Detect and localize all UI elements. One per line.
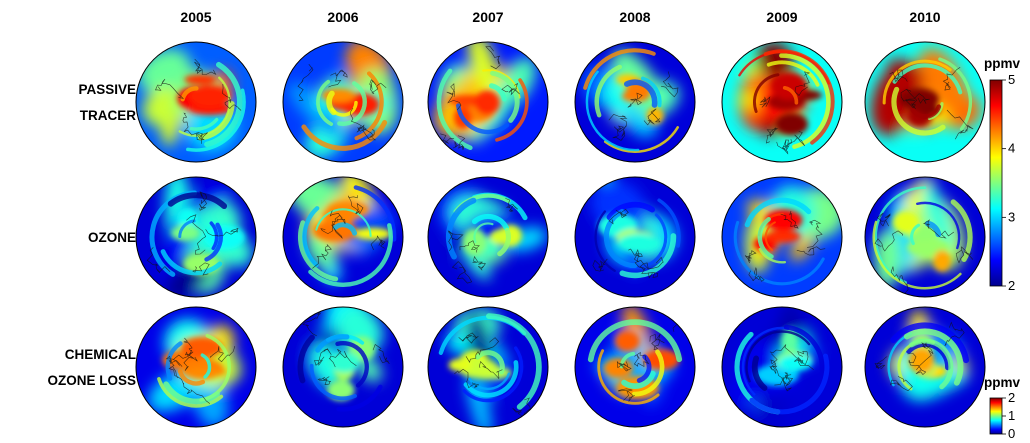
polar-map-2009-row-3 [722,307,842,427]
colorbar-unit: ppmv [984,56,1020,71]
polar-map-2009-row-1 [722,42,842,162]
colorbar-tick-label: 2 [1008,390,1015,405]
map-border [574,306,696,428]
colorbar-tick-label: 2 [1008,278,1015,293]
polar-map-2008-row-3 [575,307,695,427]
row-label-0-line-1: TRACER [80,108,136,123]
polar-map-2007-row-1 [428,42,548,162]
polar-map-2008-row-1 [575,42,695,162]
polar-map-2007-row-2 [428,177,548,297]
polar-map-2009-row-2 [722,177,842,297]
polar-map-2010-row-2 [865,177,985,297]
colorbar-gradient [989,79,1003,287]
row-labels: PASSIVE TRACER OZONE CHEMICAL OZONE LOSS [47,82,136,388]
map-border [574,176,696,298]
polar-map-2006-row-3 [283,307,403,427]
year-label-2009: 2009 [766,9,797,25]
map-border [864,41,986,163]
colorbar-tick-label: 1 [1008,408,1015,423]
map-border [721,41,843,163]
map-border [282,41,404,163]
map-border [427,41,549,163]
year-label-2008: 2008 [619,9,650,25]
map-border [427,306,549,428]
year-label-2007: 2007 [472,9,503,25]
row-label-2-line-1: OZONE LOSS [47,373,136,388]
colorbar-gradient [989,397,1003,435]
colorbar-tick-label: 5 [1008,72,1015,87]
map-border [864,306,986,428]
map-border [721,176,843,298]
colorbar-tick-label: 4 [1008,141,1015,156]
map-border [864,176,986,298]
colorbar-tick-label: 0 [1008,426,1015,441]
polar-map-2005-row-3 [136,307,256,427]
polar-map-2005-row-1 [136,42,256,162]
colorbar-unit: ppmv [984,375,1020,390]
map-border [574,41,696,163]
map-border [135,306,257,428]
map-border [427,176,549,298]
polar-map-2006-row-1 [283,42,403,162]
map-grid [135,41,986,428]
year-labels: 2005 2006 2007 2008 2009 2010 [180,9,940,25]
polar-map-2005-row-2 [136,177,256,297]
map-border [135,41,257,163]
polar-map-2010-row-3 [865,307,985,427]
map-border [135,176,257,298]
polar-map-2010-row-1 [865,42,985,162]
map-border [282,306,404,428]
row-label-2-line-0: CHEMICAL [65,347,136,362]
year-label-2005: 2005 [180,9,211,25]
year-label-2010: 2010 [909,9,940,25]
polar-map-2008-row-2 [575,177,695,297]
map-border [721,306,843,428]
row-label-0-line-0: PASSIVE [78,82,136,97]
row-label-1-line-0: OZONE [88,230,136,245]
colorbar-tick-label: 3 [1008,209,1015,224]
map-border [282,176,404,298]
polar-map-2007-row-3 [428,307,548,427]
year-label-2006: 2006 [327,9,358,25]
